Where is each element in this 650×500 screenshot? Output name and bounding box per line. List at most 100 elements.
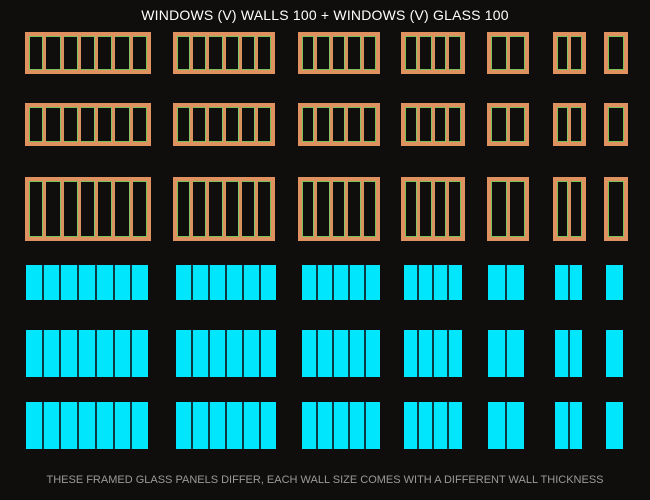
glass-pane: [569, 330, 582, 377]
glass-panel-sprite: [404, 330, 462, 377]
glass-panel-sprite: [302, 330, 380, 377]
frame-cell: [46, 107, 64, 142]
glass-pane: [606, 330, 623, 377]
glass-pane: [26, 402, 42, 449]
glass-pane: [507, 402, 524, 449]
glass-pane: [261, 265, 276, 300]
glass-pane: [96, 402, 113, 449]
frame-cell: [81, 107, 99, 142]
frame-cell: [209, 36, 226, 70]
window-frame-sprite: [553, 177, 586, 241]
window-frame-sprite: [173, 32, 275, 74]
window-frame-sprite: [487, 103, 529, 146]
glass-pane: [350, 402, 364, 449]
frame-cell: [29, 107, 47, 142]
glass-pane: [210, 402, 225, 449]
frame-cell: [364, 36, 376, 70]
window-frame-sprite: [553, 32, 586, 74]
frame-cell: [242, 181, 258, 237]
frame-cell: [510, 181, 526, 237]
frame-cell: [81, 36, 99, 70]
glass-pane: [261, 402, 276, 449]
glass-pane: [404, 402, 417, 449]
glass-pane: [366, 330, 380, 377]
glass-pane: [318, 265, 332, 300]
glass-pane: [350, 265, 364, 300]
frame-cell: [405, 36, 420, 70]
glass-pane: [318, 402, 332, 449]
glass-pane: [488, 402, 505, 449]
glass-pane: [43, 265, 60, 300]
window-frame-sprite: [553, 103, 586, 146]
frame-cell: [98, 36, 116, 70]
glass-pane: [606, 402, 623, 449]
frame-cell: [557, 36, 571, 70]
glass-pane: [193, 330, 208, 377]
frame-cell: [242, 107, 258, 142]
glass-panel-sprite: [176, 330, 276, 377]
window-frame-sprite: [487, 177, 529, 241]
page-title: WINDOWS (V) WALLS 100 + WINDOWS (V) GLAS…: [141, 7, 509, 23]
glass-panel-sprite: [555, 402, 582, 449]
glass-pane: [434, 265, 447, 300]
footer-caption: THESE FRAMED GLASS PANELS DIFFER, EACH W…: [46, 474, 604, 486]
frame-cell: [226, 36, 242, 70]
frame-cell: [420, 181, 435, 237]
frame-cell: [557, 107, 571, 142]
frame-cell: [115, 36, 133, 70]
window-frame-sprite: [401, 103, 465, 146]
glass-pane: [210, 265, 225, 300]
glass-panel-sprite: [176, 402, 276, 449]
frame-cell: [364, 181, 376, 237]
frame-cell: [46, 181, 64, 237]
glass-pane: [176, 330, 191, 377]
frame-cell: [435, 36, 450, 70]
window-frame-sprite: [487, 32, 529, 74]
glass-panel-sprite: [302, 402, 380, 449]
glass-pane: [79, 402, 95, 449]
glass-pane: [244, 402, 259, 449]
glass-pane: [419, 330, 432, 377]
window-frame-sprite: [25, 32, 151, 74]
glass-pane: [419, 402, 432, 449]
frame-cell: [571, 36, 582, 70]
frame-cell: [317, 36, 333, 70]
glass-pane: [176, 265, 191, 300]
glass-pane: [366, 265, 380, 300]
window-frame-sprite: [25, 103, 151, 146]
window-frame-sprite: [25, 177, 151, 241]
glass-pane: [61, 265, 78, 300]
frame-cell: [510, 107, 526, 142]
glass-pane: [244, 265, 259, 300]
frame-cell: [333, 181, 349, 237]
glass-panel-sprite: [302, 265, 380, 300]
glass-pane: [488, 265, 505, 300]
glass-pane: [43, 402, 60, 449]
glass-pane: [26, 330, 42, 377]
window-frame-sprite: [604, 103, 628, 146]
frame-cell: [29, 36, 47, 70]
glass-panel-sprite: [404, 402, 462, 449]
frame-cell: [115, 107, 133, 142]
glass-pane: [488, 330, 505, 377]
frame-cell: [193, 36, 210, 70]
frame-cell: [449, 36, 461, 70]
glass-pane: [96, 330, 113, 377]
frame-cell: [405, 107, 420, 142]
glass-panel-sprite: [606, 402, 623, 449]
glass-pane: [569, 402, 582, 449]
glass-pane: [449, 402, 462, 449]
frame-cell: [258, 36, 271, 70]
glass-pane: [606, 265, 623, 300]
glass-pane: [193, 265, 208, 300]
frame-cell: [209, 181, 226, 237]
glass-panel-sprite: [176, 265, 276, 300]
glass-pane: [449, 265, 462, 300]
window-frame-sprite: [298, 32, 380, 74]
frame-cell: [348, 181, 364, 237]
glass-panel-sprite: [555, 330, 582, 377]
frame-cell: [302, 36, 318, 70]
glass-pane: [302, 265, 316, 300]
window-frame-sprite: [298, 103, 380, 146]
glass-pane: [227, 330, 242, 377]
